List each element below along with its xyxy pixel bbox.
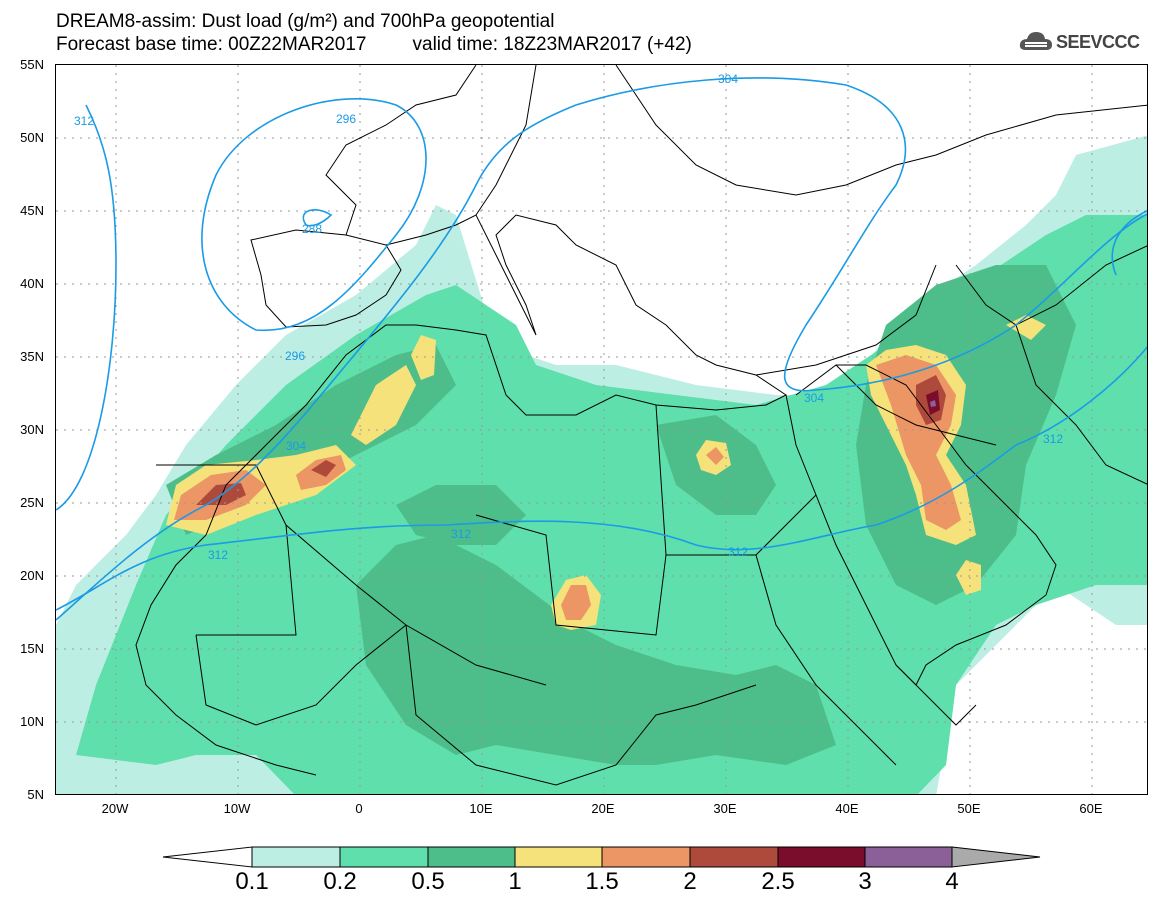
colorbar-segment bbox=[427, 846, 516, 868]
colorbar-label: 0.5 bbox=[411, 868, 445, 895]
lon-label: 10E bbox=[469, 801, 493, 816]
colorbar-label: 0.2 bbox=[323, 868, 357, 895]
map-title: DREAM8-assim: Dust load (g/m²) and 700hP… bbox=[56, 11, 555, 32]
dust-load-map: 312 296 288 296 304 304 312 312 312 304 … bbox=[56, 65, 1147, 794]
dust-level-1 bbox=[956, 560, 981, 595]
contour-label: 288 bbox=[302, 222, 322, 236]
lat-label: 25N bbox=[20, 495, 44, 510]
valid-time: valid time: 18Z23MAR2017 (+42) bbox=[412, 34, 692, 55]
colorbar-segment bbox=[689, 846, 779, 868]
dust-level-1 bbox=[411, 335, 436, 380]
contour-label-group: 312 296 288 296 304 304 312 312 312 304 … bbox=[74, 72, 1063, 562]
map-subtitle: Forecast base time: 00Z22MAR2017 valid ti… bbox=[56, 35, 692, 55]
cloud-logo-icon bbox=[1019, 32, 1052, 50]
contour-label: 304 bbox=[286, 439, 306, 453]
contour-label: 296 bbox=[336, 112, 356, 126]
colorbar-label: 2.5 bbox=[761, 868, 795, 895]
colorbar-segment bbox=[777, 846, 866, 868]
lon-label: 60E bbox=[1079, 801, 1103, 816]
contour-label: 312 bbox=[451, 527, 471, 541]
contour-label: 312 bbox=[1043, 432, 1063, 446]
lat-label: 55N bbox=[20, 57, 44, 72]
colorbar-segment bbox=[162, 846, 253, 868]
colorbar-label: 1.5 bbox=[585, 868, 619, 895]
dust-level-2 bbox=[311, 460, 336, 477]
contour-label: 296 bbox=[285, 349, 305, 363]
colorbar-label: 3 bbox=[858, 868, 872, 895]
colorbar-segment bbox=[864, 846, 953, 868]
colorbar-segment bbox=[339, 846, 429, 868]
lat-label: 35N bbox=[20, 349, 44, 364]
lat-label: 30N bbox=[20, 422, 44, 437]
seevccc-logo: SEEVCCC bbox=[1018, 28, 1153, 56]
contour-label: 312 bbox=[728, 545, 748, 559]
dust-level-1 bbox=[351, 365, 416, 445]
lon-label: 40E bbox=[835, 801, 859, 816]
lat-label: 45N bbox=[20, 203, 44, 218]
map-area: 312 296 288 296 304 304 312 312 312 304 … bbox=[55, 64, 1148, 795]
colorbar-label: 0.1 bbox=[235, 868, 269, 895]
logo-text: SEEVCCC bbox=[1056, 32, 1140, 52]
lon-label: 10W bbox=[223, 801, 251, 816]
dust-level-3 bbox=[930, 400, 936, 407]
contour-label: 312 bbox=[74, 114, 94, 128]
colorbar-segment bbox=[251, 846, 341, 868]
lat-label: 5N bbox=[27, 787, 44, 802]
lat-label: 20N bbox=[20, 568, 44, 583]
dust-level-1 bbox=[1006, 315, 1046, 340]
colorbar-segment bbox=[514, 846, 603, 868]
lon-label: 20W bbox=[101, 801, 129, 816]
contour-label: 304 bbox=[718, 72, 738, 86]
contour-label: 304 bbox=[804, 391, 824, 405]
lon-label: 20E bbox=[591, 801, 615, 816]
lat-label: 15N bbox=[20, 641, 44, 656]
dust-level-1.5 bbox=[561, 585, 591, 620]
geopotential-contours bbox=[56, 77, 1147, 621]
base-time: Forecast base time: 00Z22MAR2017 bbox=[56, 34, 367, 55]
colorbar-label: 1 bbox=[508, 868, 522, 895]
colorbar-label: 4 bbox=[945, 868, 959, 895]
lon-label: 30E bbox=[713, 801, 737, 816]
colorbar-segment bbox=[951, 846, 1041, 868]
dust-level-0.5 bbox=[356, 535, 836, 765]
contour-label: 312 bbox=[208, 548, 228, 562]
dust-level-1.5 bbox=[706, 447, 724, 465]
coastlines-and-borders bbox=[135, 65, 1147, 786]
dust-level-0.5 bbox=[396, 485, 526, 545]
lat-label: 40N bbox=[20, 276, 44, 291]
graticule bbox=[56, 65, 1147, 794]
dust-level-2 bbox=[196, 483, 246, 505]
lon-label: 50E bbox=[957, 801, 981, 816]
lat-label: 10N bbox=[20, 714, 44, 729]
lon-label: 0 bbox=[355, 801, 363, 816]
colorbar-label: 2 bbox=[683, 868, 697, 895]
lat-label: 50N bbox=[20, 130, 44, 145]
dust-shading bbox=[56, 135, 1147, 794]
colorbar-segment bbox=[601, 846, 691, 868]
